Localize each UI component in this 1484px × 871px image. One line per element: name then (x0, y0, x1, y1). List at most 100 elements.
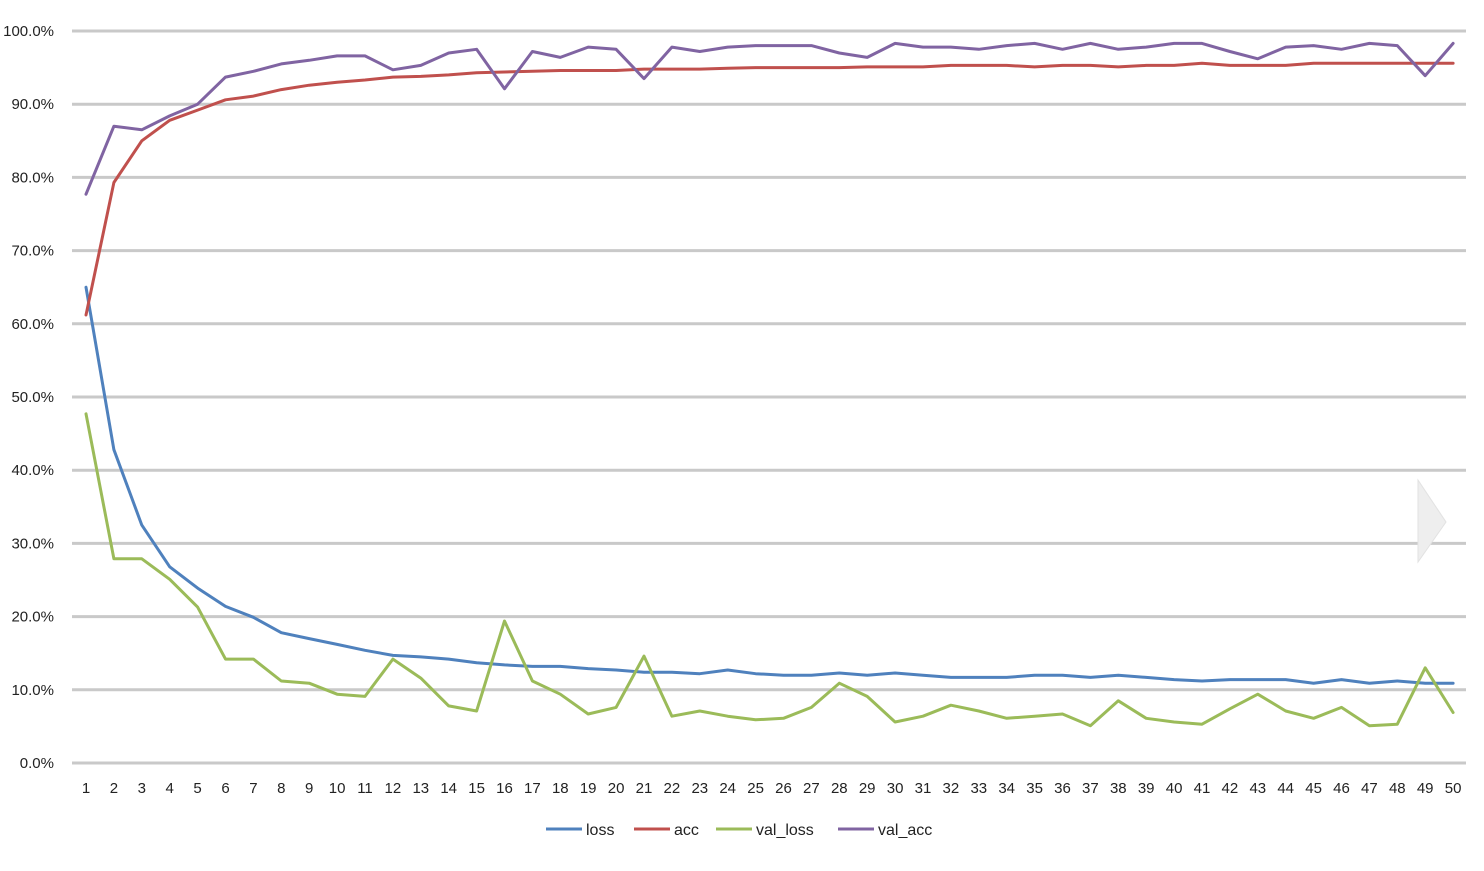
x-tick-label: 21 (636, 780, 653, 797)
series-points-acc (85, 62, 1454, 316)
data-point (755, 673, 757, 675)
x-tick-label: 40 (1166, 780, 1183, 797)
data-point (1452, 711, 1454, 713)
y-tick-label: 30.0% (11, 535, 54, 552)
data-point (1062, 713, 1063, 715)
x-tick-label: 8 (277, 780, 285, 797)
data-point (420, 64, 422, 66)
data-point (950, 704, 952, 706)
data-point (252, 658, 254, 660)
data-point (225, 605, 226, 607)
y-tick-label: 10.0% (11, 682, 54, 699)
x-tick-label: 25 (747, 780, 764, 797)
data-point (1145, 717, 1147, 719)
x-tick-label: 43 (1249, 780, 1266, 797)
y-axis-ticks: 0.0% 10.0% 20.0% 30.0% 40.0% 50.0% 60.0% 70.0% 8… (3, 23, 54, 772)
data-point (1285, 46, 1287, 48)
data-point (1201, 723, 1203, 725)
data-point (336, 693, 338, 695)
series-line-loss (84, 285, 1455, 685)
legend: loss acc val_loss val_acc (546, 822, 932, 839)
data-point (197, 109, 199, 111)
x-tick-label: 28 (831, 780, 848, 797)
x-tick-label: 48 (1389, 780, 1406, 797)
data-point (1452, 682, 1454, 684)
data-point (531, 680, 533, 682)
data-point (141, 129, 143, 131)
data-point (197, 587, 199, 589)
data-point (85, 314, 87, 316)
x-tick-label: 14 (440, 780, 457, 797)
data-point (755, 719, 757, 721)
y-tick-label: 20.0% (11, 609, 54, 626)
data-point (866, 674, 868, 676)
data-point (727, 67, 729, 69)
data-point (252, 95, 254, 97)
data-point (699, 68, 701, 70)
data-point (197, 606, 199, 608)
data-point (950, 64, 952, 66)
data-point (615, 48, 617, 50)
data-point (1201, 680, 1203, 682)
data-point (894, 721, 896, 723)
data-point (169, 578, 171, 580)
x-tick-label: 2 (110, 780, 118, 797)
data-point (1285, 710, 1287, 712)
data-point (1089, 42, 1091, 44)
data-point (587, 46, 589, 48)
data-point (783, 674, 784, 676)
data-point (810, 706, 812, 708)
data-point (476, 48, 478, 50)
data-point (141, 558, 143, 560)
data-point (1257, 58, 1259, 60)
data-point (1006, 45, 1008, 47)
data-point (922, 715, 924, 717)
x-tick-label: 35 (1026, 780, 1043, 797)
data-point (308, 638, 310, 640)
x-tick-label: 31 (915, 780, 932, 797)
data-point (615, 70, 617, 72)
x-tick-label: 7 (249, 780, 257, 797)
data-point (392, 654, 394, 656)
data-point (922, 66, 924, 68)
data-point (448, 52, 450, 54)
data-point (1396, 45, 1398, 47)
data-point (1034, 66, 1036, 68)
data-point (1313, 62, 1315, 64)
data-point (169, 566, 171, 568)
data-point (476, 710, 478, 712)
data-point (1396, 680, 1398, 682)
x-tick-label: 38 (1110, 780, 1127, 797)
data-point (1452, 62, 1454, 64)
x-tick-label: 5 (193, 780, 201, 797)
data-point (225, 76, 226, 78)
data-point (1062, 674, 1063, 676)
data-point (950, 46, 952, 48)
data-point (252, 616, 254, 618)
data-point (476, 72, 478, 74)
data-point (308, 59, 310, 61)
data-point (1368, 62, 1370, 64)
data-point (1257, 693, 1259, 695)
data-point (364, 695, 366, 697)
data-point (1034, 715, 1036, 717)
x-tick-label: 1 (82, 780, 90, 797)
data-point (1089, 676, 1091, 678)
next-arrow-icon[interactable] (1417, 478, 1447, 564)
x-tick-label: 11 (357, 780, 373, 797)
x-tick-label: 42 (1222, 780, 1239, 797)
y-tick-label: 50.0% (11, 389, 54, 406)
data-point (978, 676, 980, 678)
data-point (504, 620, 505, 622)
data-point (978, 64, 980, 66)
data-point (894, 672, 896, 674)
x-tick-label: 33 (970, 780, 987, 797)
data-point (727, 669, 729, 671)
x-tick-label: 4 (166, 780, 174, 797)
data-point (1424, 682, 1426, 684)
data-point (308, 84, 310, 86)
data-point (866, 695, 868, 697)
data-point (727, 46, 729, 48)
series-line-val-loss (84, 412, 1455, 728)
data-point (1368, 682, 1370, 684)
